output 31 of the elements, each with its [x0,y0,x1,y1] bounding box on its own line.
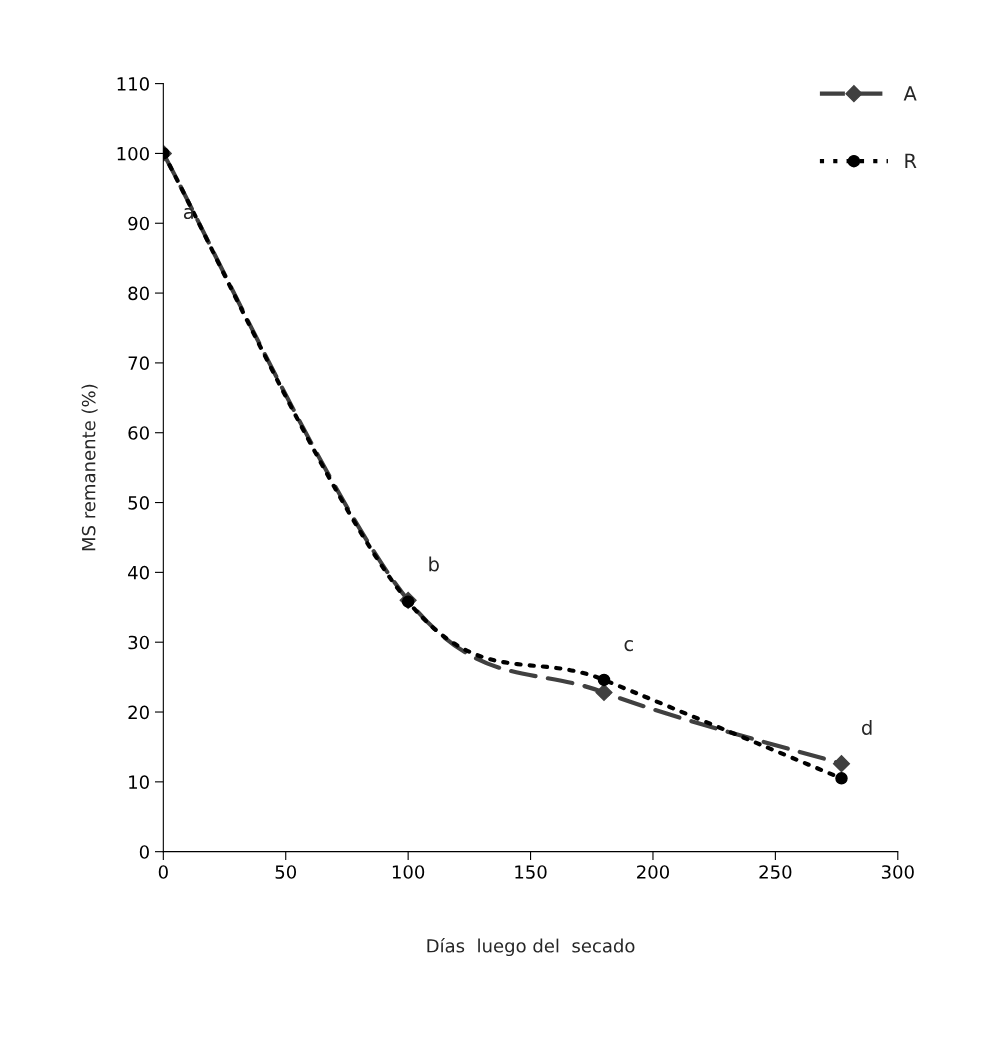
y-tick-label: 100 [117,146,149,161]
y-tick-label: 110 [117,77,149,91]
legend-label: A [903,86,917,101]
x-tick-label: 150 [515,865,547,879]
y-tick-label: 60 [128,426,149,440]
y-axis-title: MS remanente (%) [81,384,98,551]
y-tick-label: 80 [128,286,149,301]
y-tick-label: 70 [128,356,149,371]
point [835,772,848,785]
x-tick-label: 50 [275,865,297,879]
y-tick-label: 50 [128,496,149,510]
y-tick-label: 20 [128,705,149,720]
y-tick-label: 30 [128,635,149,650]
y-tick-label: 0 [139,845,149,859]
x-tick-label: 0 [158,865,168,879]
point [832,755,851,773]
point [597,673,611,687]
annotation: b [429,556,439,572]
x-tick-label: 100 [392,865,425,879]
x-tick-label: 250 [759,865,792,879]
y-tick-label: 10 [129,775,149,789]
y-tick-label: 90 [128,216,149,231]
x-tick-label: 300 [881,865,914,879]
annotation: d [862,719,872,735]
annotation: c [624,639,633,652]
x-tick-label: 200 [637,865,669,879]
x-axis-title: Días luego del secado [427,937,635,957]
y-tick-label: 40 [128,565,149,580]
legend-label: R [905,153,917,168]
annotation: a [183,207,193,220]
point [595,683,613,702]
